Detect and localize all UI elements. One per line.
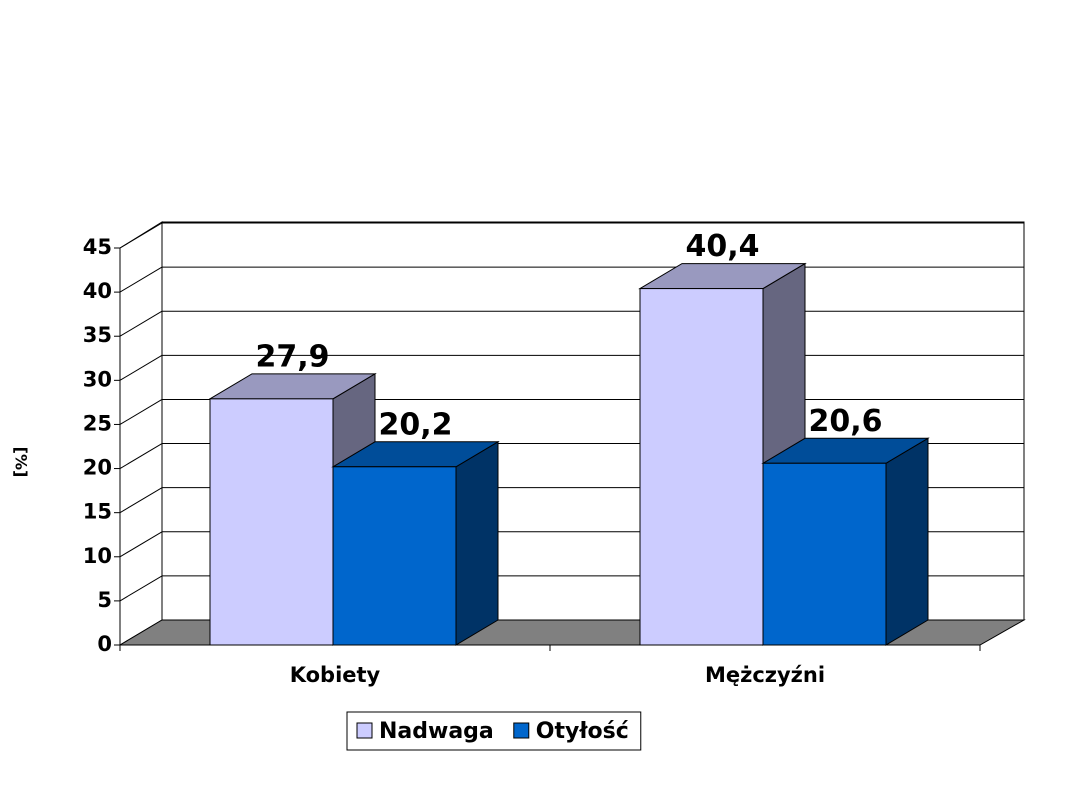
y-axis-label: [%] [12, 447, 31, 478]
grid-line [119, 266, 163, 293]
bar [639, 288, 764, 646]
grid-line [119, 222, 163, 249]
y-tick-label: 10 [83, 544, 112, 568]
y-tick-label: 15 [83, 500, 112, 524]
bar [209, 398, 334, 646]
y-tick-label: 25 [83, 411, 112, 435]
legend-swatch [513, 722, 530, 739]
value-label: 40,4 [685, 229, 759, 264]
value-label: 20,6 [808, 404, 882, 439]
grid-line [119, 399, 163, 425]
legend: Nadwaga Otyłość [346, 711, 642, 751]
x-tick-label: Kobiety [290, 663, 381, 687]
grid-line [119, 531, 163, 558]
grid-line [119, 487, 163, 514]
x-tick-label: Mężczyźni [705, 663, 825, 687]
legend-label: Nadwaga [379, 719, 494, 744]
grid-line [119, 575, 163, 602]
bar [332, 466, 457, 646]
side-wall [119, 221, 163, 646]
grid-line [119, 443, 163, 469]
grid-line [119, 310, 163, 337]
bar [762, 462, 887, 646]
y-tick-label: 0 [97, 632, 112, 656]
bar-side [455, 440, 499, 646]
bar-side [885, 437, 929, 646]
value-label: 27,9 [255, 339, 329, 374]
legend-box [346, 711, 642, 751]
y-tick-label: 20 [83, 456, 112, 480]
legend-swatch [356, 722, 373, 739]
y-tick-label: 30 [83, 367, 112, 391]
y-tick-label: 45 [83, 235, 112, 259]
y-tick-label: 35 [83, 323, 112, 347]
value-label: 20,2 [378, 407, 452, 442]
legend-label: Otyłość [536, 719, 629, 744]
y-tick-label: 5 [97, 588, 112, 612]
y-tick-label: 40 [83, 279, 112, 303]
grid-line [119, 354, 163, 381]
